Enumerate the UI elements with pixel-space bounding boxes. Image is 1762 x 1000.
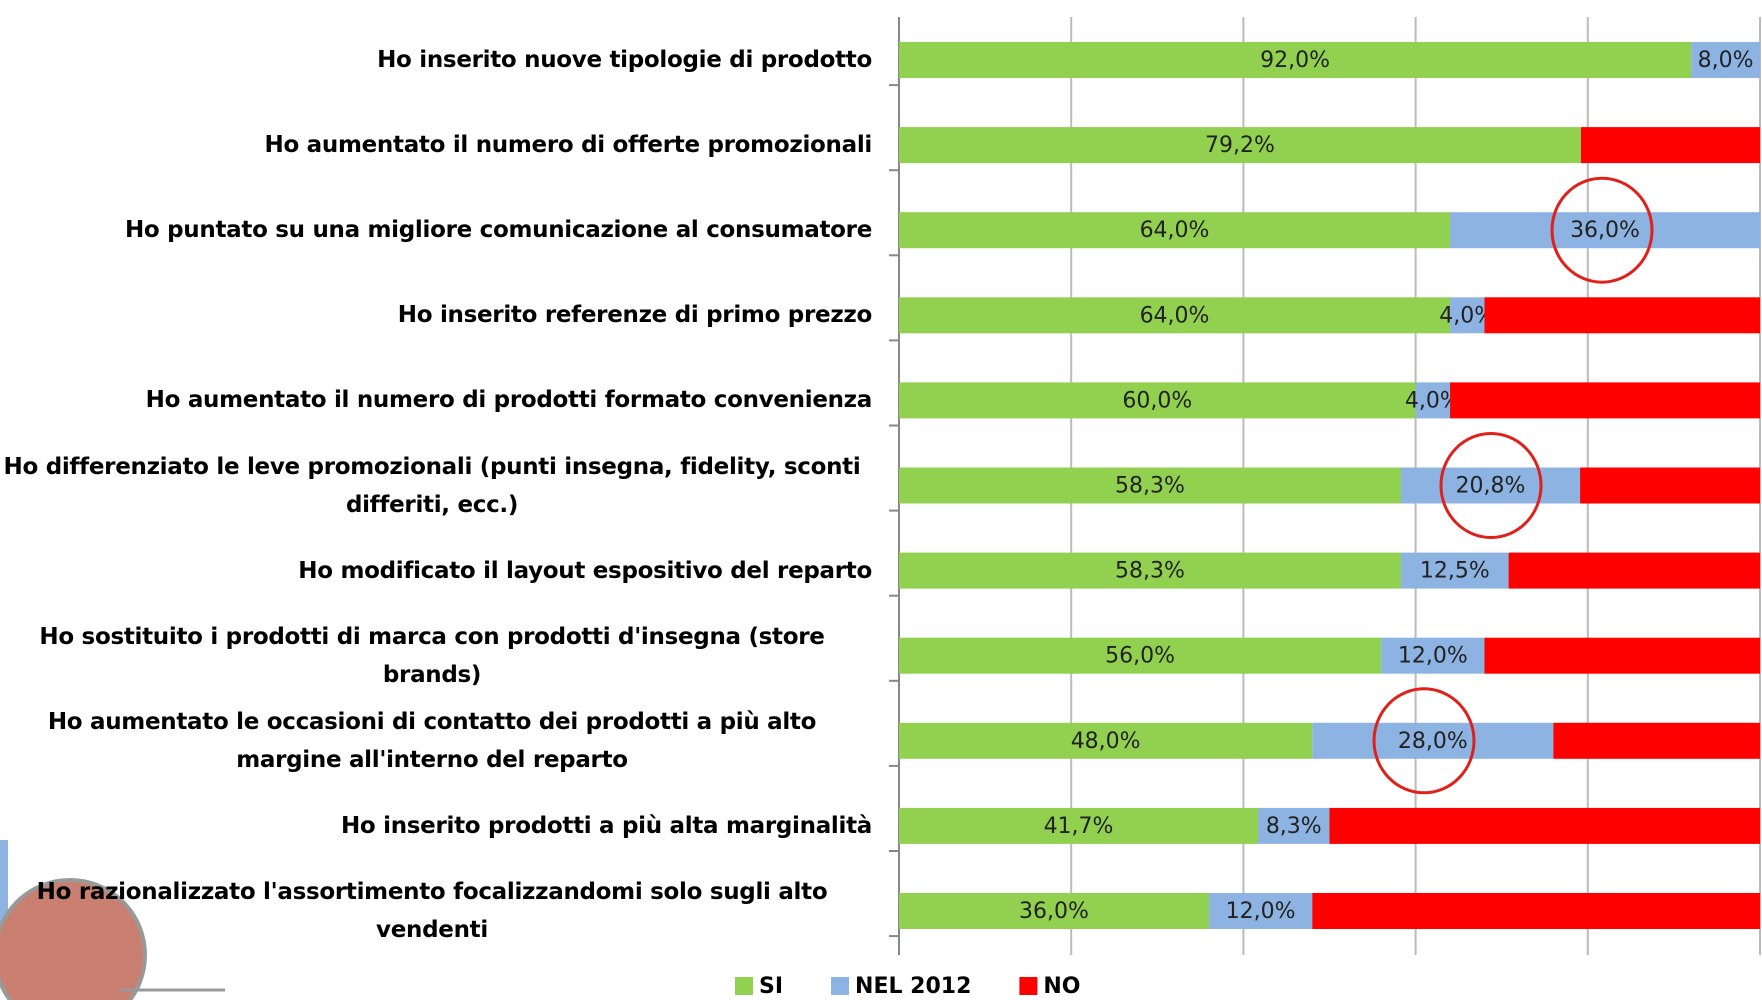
value-label: 58,3% xyxy=(1115,559,1185,584)
bar-segment xyxy=(1580,467,1760,504)
category-label-box: Ho razionalizzato l'assortimento focaliz… xyxy=(0,869,872,953)
category-label-box: Ho differenziato le leve promozionali (p… xyxy=(0,444,872,528)
category-label-box: Ho inserito prodotti a più alta marginal… xyxy=(0,784,872,868)
bar-segment xyxy=(1400,467,1581,504)
legend-swatch xyxy=(1019,977,1038,995)
value-label: 36,0% xyxy=(1019,899,1089,924)
category-label: Ho modificato il layout espositivo del r… xyxy=(298,557,872,584)
value-label: 58,3% xyxy=(1115,474,1185,499)
bar-segment xyxy=(1312,722,1554,759)
value-label: 64,0% xyxy=(1140,303,1210,328)
bar-segment xyxy=(899,807,1259,844)
value-label: 79,2% xyxy=(1205,133,1275,158)
bar-segment xyxy=(899,382,1416,419)
category-label: Ho aumentato il numero di offerte promoz… xyxy=(264,132,873,159)
bar-segment xyxy=(899,552,1401,589)
category-label: Ho sostituito i prodotti di marca con pr… xyxy=(39,623,825,688)
bar-segment xyxy=(899,297,1451,334)
bar-segment xyxy=(1691,42,1760,78)
value-label: 12,5% xyxy=(1420,559,1490,584)
category-label: Ho puntato su una migliore comunicazione… xyxy=(124,217,872,244)
value-label: 36,0% xyxy=(1570,218,1640,243)
value-label: 8,3% xyxy=(1266,814,1322,839)
category-label-box: Ho aumentato le occasioni di contatto de… xyxy=(0,699,872,783)
decor-image xyxy=(0,878,147,1000)
highlight-circle xyxy=(1439,432,1543,539)
bar-segment xyxy=(1450,212,1760,249)
bar-segment xyxy=(1381,637,1485,674)
legend-swatch xyxy=(735,977,753,995)
edge-strip xyxy=(0,840,8,960)
bar-segment xyxy=(1580,127,1760,164)
category-label: Ho inserito nuove tipologie di prodotto xyxy=(377,47,872,73)
legend-label: SI xyxy=(759,974,783,999)
category-label-box: Ho inserito nuove tipologie di prodotto xyxy=(0,18,872,102)
bar-segment xyxy=(899,893,1209,929)
bar-segment xyxy=(1450,382,1760,419)
legend-label: NO xyxy=(1043,974,1080,999)
bar-segment xyxy=(1484,297,1760,334)
value-label: 48,0% xyxy=(1071,729,1141,754)
value-label: 64,0% xyxy=(1140,218,1210,243)
category-label-box: Ho inserito referenze di primo prezzo xyxy=(0,273,873,357)
legend-swatch xyxy=(831,977,850,995)
bar-segment xyxy=(1484,637,1760,674)
bar-segment xyxy=(899,637,1382,674)
highlight-circle xyxy=(1550,176,1654,284)
category-label-box: Ho puntato su una migliore comunicazione… xyxy=(0,188,872,272)
category-label-box: Ho modificato il layout espositivo del r… xyxy=(0,529,872,613)
category-label: Ho inserito referenze di primo prezzo xyxy=(397,302,873,329)
category-label: Ho differenziato le leve promozionali (p… xyxy=(3,453,861,518)
value-label: 92,0% xyxy=(1260,48,1330,73)
bar-segment xyxy=(1553,722,1760,759)
bar-segment xyxy=(1415,382,1451,419)
value-label: 60,0% xyxy=(1122,388,1192,413)
value-label: 12,0% xyxy=(1226,899,1296,924)
category-label-box: Ho aumentato il numero di offerte promoz… xyxy=(0,103,873,187)
bar-segment xyxy=(1329,807,1760,844)
bar-segment xyxy=(1258,807,1330,844)
bar-segment xyxy=(1312,893,1760,929)
value-label: 56,0% xyxy=(1105,644,1175,669)
category-label-box: Ho aumentato il numero di prodotti forma… xyxy=(0,358,873,442)
bar-segment xyxy=(899,467,1401,504)
value-label: 12,0% xyxy=(1398,644,1468,669)
highlight-circle xyxy=(1372,687,1476,795)
bar-segment xyxy=(1508,552,1760,589)
bar-segment xyxy=(899,127,1581,164)
category-label: Ho razionalizzato l'assortimento focaliz… xyxy=(36,879,828,943)
bar-segment xyxy=(899,722,1313,759)
category-label-box: Ho sostituito i prodotti di marca con pr… xyxy=(0,614,872,698)
category-label: Ho inserito prodotti a più alta marginal… xyxy=(340,812,872,839)
bar-segment xyxy=(1450,297,1485,334)
value-label: 20,8% xyxy=(1456,474,1526,499)
bar-segment xyxy=(899,212,1451,249)
value-label: 28,0% xyxy=(1398,729,1468,754)
bar-segment xyxy=(1400,552,1509,589)
category-label: Ho aumentato le occasioni di contatto de… xyxy=(47,708,817,773)
legend-label: NEL 2012 xyxy=(855,974,971,999)
bar-segment xyxy=(1208,893,1313,929)
value-label: 41,7% xyxy=(1044,814,1114,839)
category-label: Ho aumentato il numero di prodotti forma… xyxy=(145,387,873,414)
value-label: 8,0% xyxy=(1698,48,1754,73)
bar-segment xyxy=(899,42,1692,78)
